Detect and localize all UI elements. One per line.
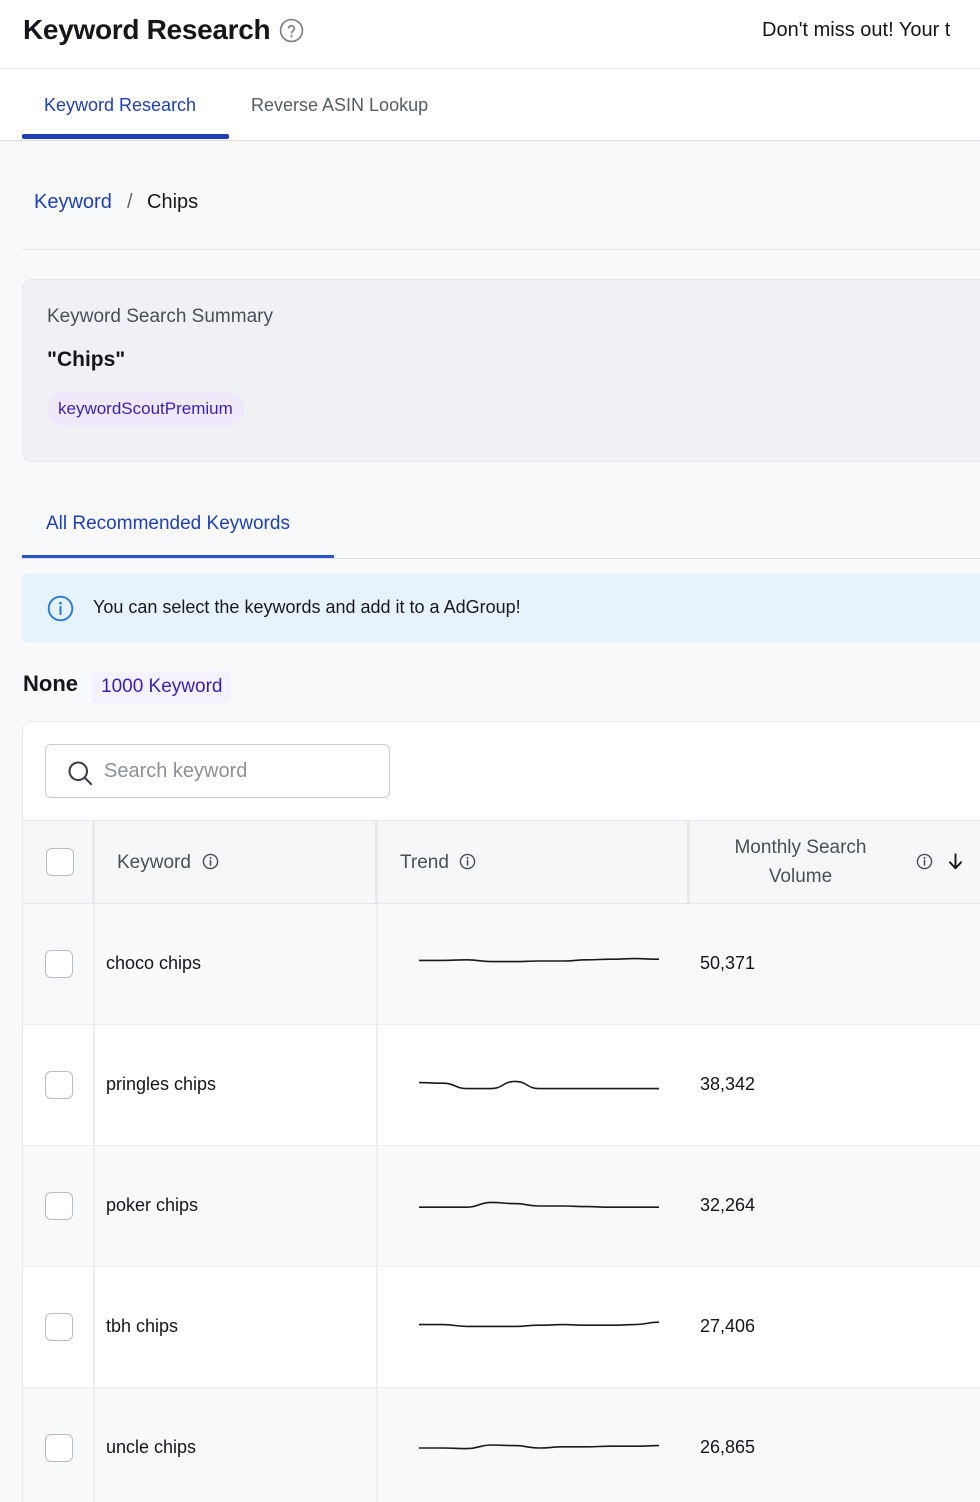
row-checkbox[interactable]	[45, 950, 73, 978]
keyword-cell: choco chips	[106, 953, 202, 973]
tab-keyword-research[interactable]: Keyword Research	[44, 95, 197, 115]
promo-banner-text[interactable]: Don't miss out! Your t	[762, 19, 951, 41]
info-alert: You can select the keywords and add it t…	[22, 574, 980, 642]
info-circle-icon	[47, 595, 74, 622]
keyword-cell: poker chips	[106, 1195, 199, 1215]
row-checkbox[interactable]	[45, 1434, 73, 1462]
breadcrumb-current: Chips	[147, 191, 199, 213]
search-volume-cell: 27,406	[700, 1316, 756, 1336]
trend-sparkline	[418, 1201, 659, 1208]
trend-sparkline	[418, 1321, 660, 1328]
search-volume-cell: 26,865	[700, 1437, 756, 1457]
column-divider	[376, 1388, 378, 1502]
column-divider	[93, 1025, 95, 1145]
search-volume-cell: 50,371	[700, 953, 756, 973]
search-volume-cell: 32,264	[700, 1195, 756, 1215]
info-circle-icon[interactable]	[916, 853, 933, 870]
trend-line	[419, 957, 660, 963]
select-all-checkbox[interactable]	[46, 848, 74, 876]
divider	[22, 249, 980, 250]
info-message: You can select the keywords and add it t…	[93, 597, 521, 617]
trend-sparkline	[418, 1080, 659, 1090]
keyword-cell: tbh chips	[106, 1316, 179, 1336]
subtab-divider	[22, 558, 980, 559]
trend-line	[418, 1080, 659, 1090]
search-volume-cell: 38,342	[700, 1074, 756, 1094]
keyword-cell: uncle chips	[106, 1437, 197, 1457]
breadcrumb-link-keyword[interactable]: Keyword	[34, 191, 112, 213]
trend-line	[418, 1321, 660, 1328]
table-row[interactable]: poker chips 32,264	[23, 1146, 980, 1267]
plan-badge: keywordScoutPremium	[47, 392, 244, 426]
group-title: None	[23, 671, 78, 696]
keyword-search-summary-card: Keyword Search Summary "Chips" keywordSc…	[22, 279, 980, 462]
question-circle-icon[interactable]	[279, 18, 304, 43]
summary-title: Keyword Search Summary	[47, 306, 273, 327]
table-row[interactable]: uncle chips 26,865	[23, 1388, 980, 1502]
column-resizer[interactable]	[92, 821, 95, 903]
table-row[interactable]: tbh chips 27,406	[23, 1267, 980, 1388]
summary-keyword: "Chips"	[47, 348, 126, 371]
arrow-down-icon[interactable]	[946, 852, 965, 871]
trend-sparkline	[419, 957, 660, 963]
search-icon	[68, 761, 93, 786]
column-divider	[376, 1025, 378, 1145]
active-tab-indicator	[22, 134, 229, 139]
search-input[interactable]	[104, 755, 374, 787]
column-header-monthly-search-volume[interactable]: Monthly Search Volume	[734, 837, 867, 887]
top-bar: Keyword Research Don't miss out! Your t	[0, 0, 980, 69]
tab-all-recommended-keywords[interactable]: All Recommended Keywords	[46, 513, 290, 534]
column-header-keyword[interactable]: Keyword	[117, 852, 191, 873]
column-divider	[376, 1146, 378, 1266]
column-divider	[93, 1146, 95, 1266]
trend-line	[418, 1444, 660, 1450]
trend-sparkline	[418, 1444, 660, 1450]
column-divider	[93, 904, 95, 1024]
column-divider	[376, 1267, 378, 1387]
info-circle-icon[interactable]	[202, 853, 219, 870]
main-tabs: Keyword Research Reverse ASIN Lookup	[0, 69, 980, 141]
column-divider	[376, 904, 378, 1024]
table-row[interactable]: choco chips 50,371	[23, 904, 980, 1025]
tab-reverse-asin-lookup[interactable]: Reverse ASIN Lookup	[251, 95, 429, 115]
column-divider	[93, 1267, 95, 1387]
active-subtab-indicator	[22, 555, 334, 558]
keyword-cell: pringles chips	[106, 1074, 217, 1094]
keyword-count-badge: 1000 Keyword	[92, 671, 232, 703]
page-title: Keyword Research	[23, 14, 271, 45]
row-checkbox[interactable]	[45, 1313, 73, 1341]
table-header: Keyword Trend Monthly Search Volume	[23, 820, 980, 904]
keywords-table-card: Keyword Trend Monthly Search Volume cho	[22, 721, 980, 1502]
column-divider	[93, 1388, 95, 1502]
table-row[interactable]: pringles chips 38,342	[23, 1025, 980, 1146]
column-resizer[interactable]	[687, 821, 690, 903]
column-resizer[interactable]	[375, 821, 378, 903]
column-header-trend[interactable]: Trend	[400, 852, 449, 873]
search-box[interactable]	[45, 744, 390, 798]
info-circle-icon[interactable]	[459, 853, 476, 870]
breadcrumb-separator: /	[127, 191, 133, 213]
trend-line	[418, 1201, 659, 1208]
row-checkbox[interactable]	[45, 1071, 73, 1099]
row-checkbox[interactable]	[45, 1192, 73, 1220]
